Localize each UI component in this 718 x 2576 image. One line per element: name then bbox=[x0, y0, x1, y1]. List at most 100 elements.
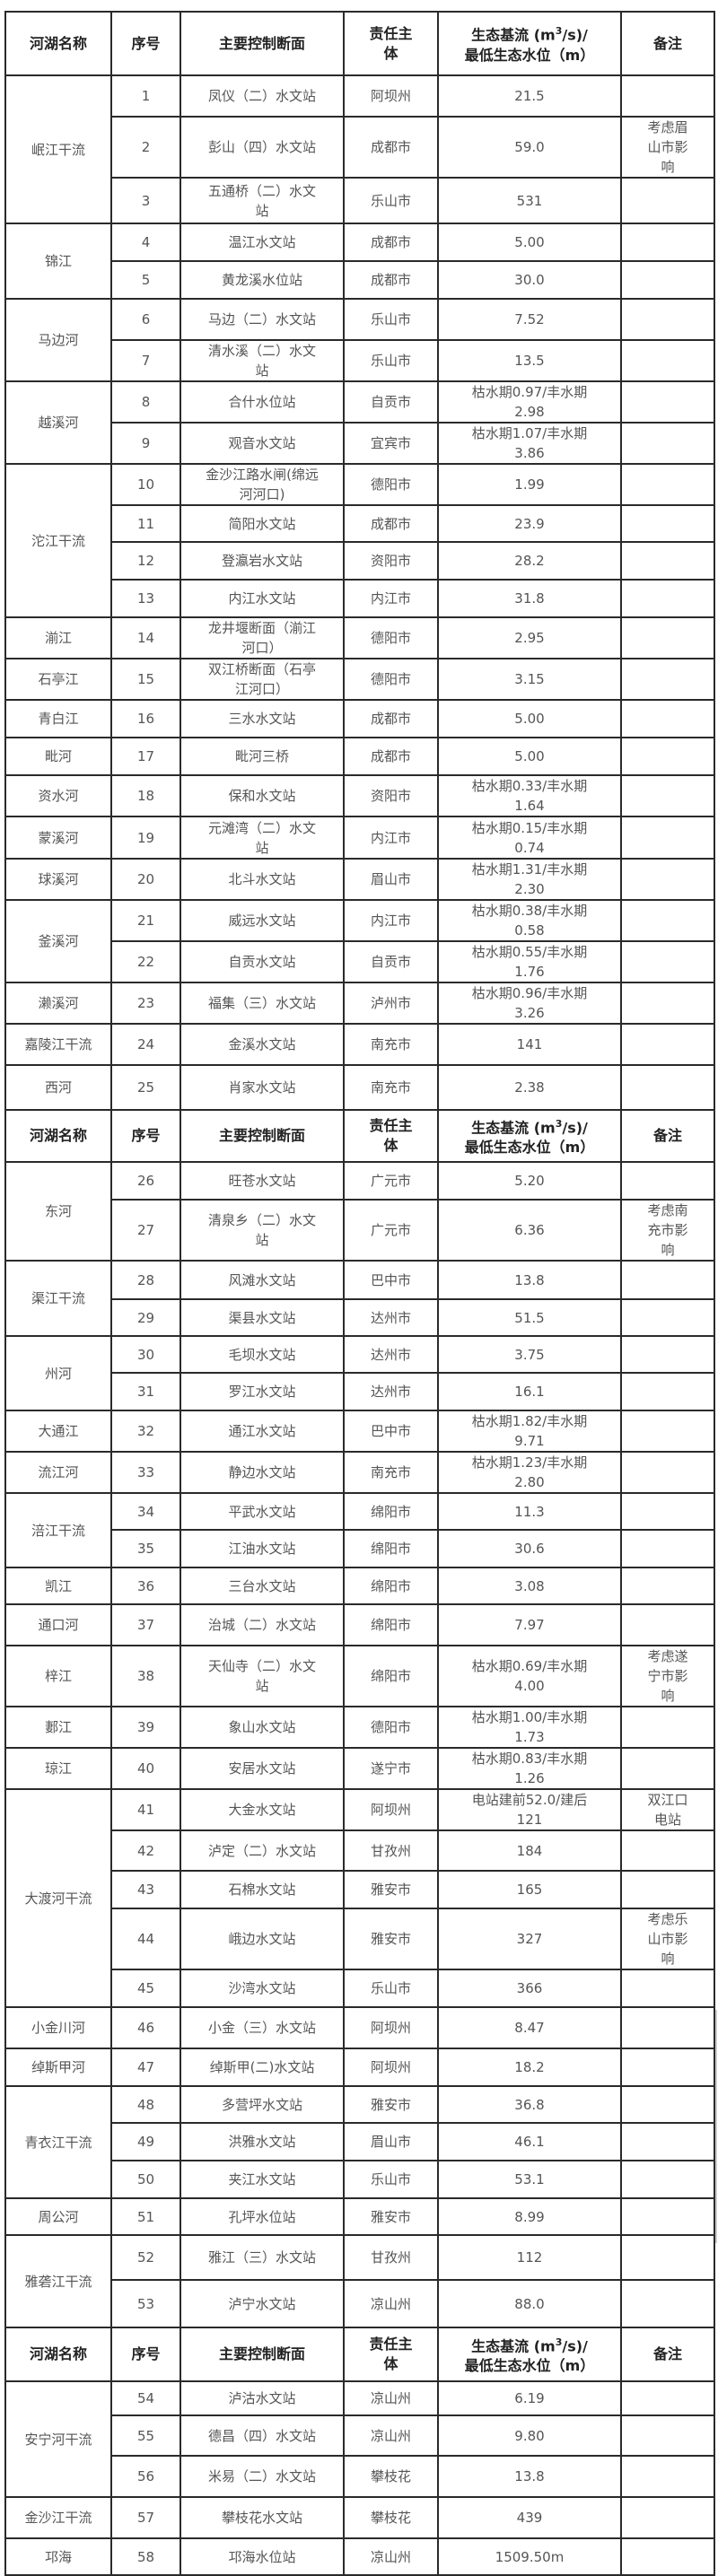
row-number: 34 bbox=[110, 1492, 181, 1531]
row-number-text: 17 bbox=[136, 748, 155, 764]
row-number: 10 bbox=[110, 463, 181, 506]
row-number: 17 bbox=[110, 737, 181, 776]
row-number: 28 bbox=[110, 1260, 181, 1300]
row-number: 52 bbox=[110, 2234, 181, 2281]
responsible-authority-text: 达州市 bbox=[370, 1346, 411, 1363]
note bbox=[620, 1260, 715, 1300]
row-number: 30 bbox=[110, 1335, 181, 1374]
responsible-authority: 雅安市 bbox=[343, 2085, 439, 2124]
row-number: 11 bbox=[110, 504, 181, 543]
responsible-authority: 甘孜州 bbox=[343, 2234, 439, 2281]
row-number: 22 bbox=[110, 940, 181, 983]
flow-value-text: 1.99 bbox=[514, 476, 545, 493]
row-number: 38 bbox=[110, 1645, 181, 1707]
river-name-text: 釜溪河 bbox=[38, 933, 79, 949]
flow-value-text: 枯水期0.38/丰水期0.58 bbox=[471, 903, 588, 939]
river-name-text: 岷江干流 bbox=[31, 141, 85, 158]
river-name: 嘉陵江干流 bbox=[4, 1023, 112, 1066]
responsible-authority: 德阳市 bbox=[343, 658, 439, 701]
header-section: 主要控制断面 bbox=[180, 11, 345, 76]
responsible-authority-text: 乐山市 bbox=[370, 192, 411, 209]
flow-value: 18.2 bbox=[437, 2048, 622, 2087]
control-section: 凤仪（二）水文站 bbox=[180, 74, 345, 118]
responsible-authority-text: 雅安市 bbox=[370, 2208, 411, 2225]
responsible-authority-text: 攀枝花 bbox=[370, 2468, 411, 2484]
flow-value: 5.00 bbox=[437, 699, 622, 738]
row-number-text: 23 bbox=[136, 995, 155, 1011]
control-section-text: 北斗水文站 bbox=[228, 871, 296, 887]
flow-value-text: 8.99 bbox=[514, 2208, 545, 2225]
header-no: 序号 bbox=[110, 1109, 181, 1163]
row-number: 56 bbox=[110, 2455, 181, 2498]
responsible-authority: 雅安市 bbox=[343, 1908, 439, 1970]
note: 考虑南充市影响 bbox=[620, 1199, 715, 1262]
flow-value: 366 bbox=[437, 1969, 622, 2008]
flow-value-text: 枯水期1.07/丰水期3.86 bbox=[471, 425, 588, 461]
responsible-authority: 成都市 bbox=[343, 504, 439, 543]
flow-value-text: 36.8 bbox=[514, 2096, 545, 2113]
header-flow-sup: 3 bbox=[555, 25, 563, 38]
flow-value: 枯水期0.38/丰水期0.58 bbox=[437, 899, 622, 942]
responsible-authority-text: 自贡市 bbox=[370, 394, 411, 410]
flow-value: 30.6 bbox=[437, 1529, 622, 1568]
row-number: 51 bbox=[110, 2197, 181, 2236]
table-row: 邛海 58 邛海水位站 凉山州 1509.50m bbox=[4, 2537, 715, 2576]
note bbox=[620, 816, 715, 860]
river-name-text: 凯江 bbox=[44, 1577, 72, 1594]
river-name-text: 湔江 bbox=[44, 630, 72, 646]
river-name-text: 通口河 bbox=[38, 1617, 79, 1633]
responsible-authority-text: 绵阳市 bbox=[370, 1503, 411, 1520]
header-flow-line2: 最低生态水位（m） bbox=[464, 1139, 595, 1157]
flow-value: 1.99 bbox=[437, 463, 622, 506]
flow-value-text: 18.2 bbox=[514, 2059, 545, 2075]
control-section: 江油水文站 bbox=[180, 1529, 345, 1568]
responsible-authority: 巴中市 bbox=[343, 1410, 439, 1453]
control-section-text: 孔坪水位站 bbox=[228, 2208, 296, 2225]
row-number-text: 29 bbox=[136, 1309, 155, 1326]
table-row: 琼江 40 安居水文站 遂宁市 枯水期0.83/丰水期1.26 bbox=[4, 1747, 715, 1790]
note-text: 考虑遂宁市影响 bbox=[647, 1648, 688, 1704]
control-section-text: 沙湾水文站 bbox=[228, 1980, 296, 1996]
river-name-text: 周公河 bbox=[38, 2208, 79, 2225]
control-section-text: 彭山（四）水文站 bbox=[207, 139, 316, 155]
row-number: 53 bbox=[110, 2279, 181, 2328]
river-name: 马边河 bbox=[4, 298, 112, 382]
note bbox=[620, 1410, 715, 1453]
responsible-authority: 绵阳市 bbox=[343, 1529, 439, 1568]
row-number: 29 bbox=[110, 1298, 181, 1337]
responsible-authority: 南充市 bbox=[343, 1064, 439, 1111]
flow-value: 16.1 bbox=[437, 1372, 622, 1411]
note bbox=[620, 1706, 715, 1749]
header-flow-sup: 3 bbox=[555, 2336, 563, 2348]
note bbox=[620, 1335, 715, 1374]
note: 考虑眉山市影响 bbox=[620, 116, 715, 179]
control-section: 清水溪（二）水文站 bbox=[180, 339, 345, 382]
header-no-text: 序号 bbox=[131, 2345, 161, 2362]
responsible-authority: 眉山市 bbox=[343, 2122, 439, 2161]
control-section: 毗河三桥 bbox=[180, 737, 345, 776]
control-section-text: 合什水位站 bbox=[228, 394, 296, 410]
note bbox=[620, 339, 715, 382]
responsible-authority-text: 成都市 bbox=[370, 515, 411, 532]
control-section-text: 风滩水文站 bbox=[228, 1271, 296, 1288]
row-number-text: 39 bbox=[136, 1719, 155, 1735]
responsible-authority-text: 南充市 bbox=[370, 1464, 411, 1480]
note bbox=[620, 658, 715, 701]
responsible-authority-text: 德阳市 bbox=[370, 476, 411, 493]
responsible-authority-text: 巴中市 bbox=[370, 1423, 411, 1439]
flow-value: 13.8 bbox=[437, 1260, 622, 1300]
row-number-text: 4 bbox=[141, 234, 151, 250]
control-section: 渠县水文站 bbox=[180, 1298, 345, 1337]
header-no: 序号 bbox=[110, 2327, 181, 2382]
control-section-text: 天仙寺（二）水文站 bbox=[207, 1658, 316, 1694]
flow-value: 7.52 bbox=[437, 298, 622, 341]
flow-value-text: 59.0 bbox=[514, 139, 545, 155]
row-number: 35 bbox=[110, 1529, 181, 1568]
row-number-text: 46 bbox=[136, 2020, 155, 2036]
scrollbar[interactable] bbox=[715, 2010, 717, 2243]
flow-value: 112 bbox=[437, 2234, 622, 2281]
flow-value-text: 11.3 bbox=[514, 1503, 545, 1520]
control-section: 平武水文站 bbox=[180, 1492, 345, 1531]
flow-value-text: 46.1 bbox=[514, 2134, 545, 2150]
control-section-text: 毛坝水文站 bbox=[228, 1346, 296, 1363]
